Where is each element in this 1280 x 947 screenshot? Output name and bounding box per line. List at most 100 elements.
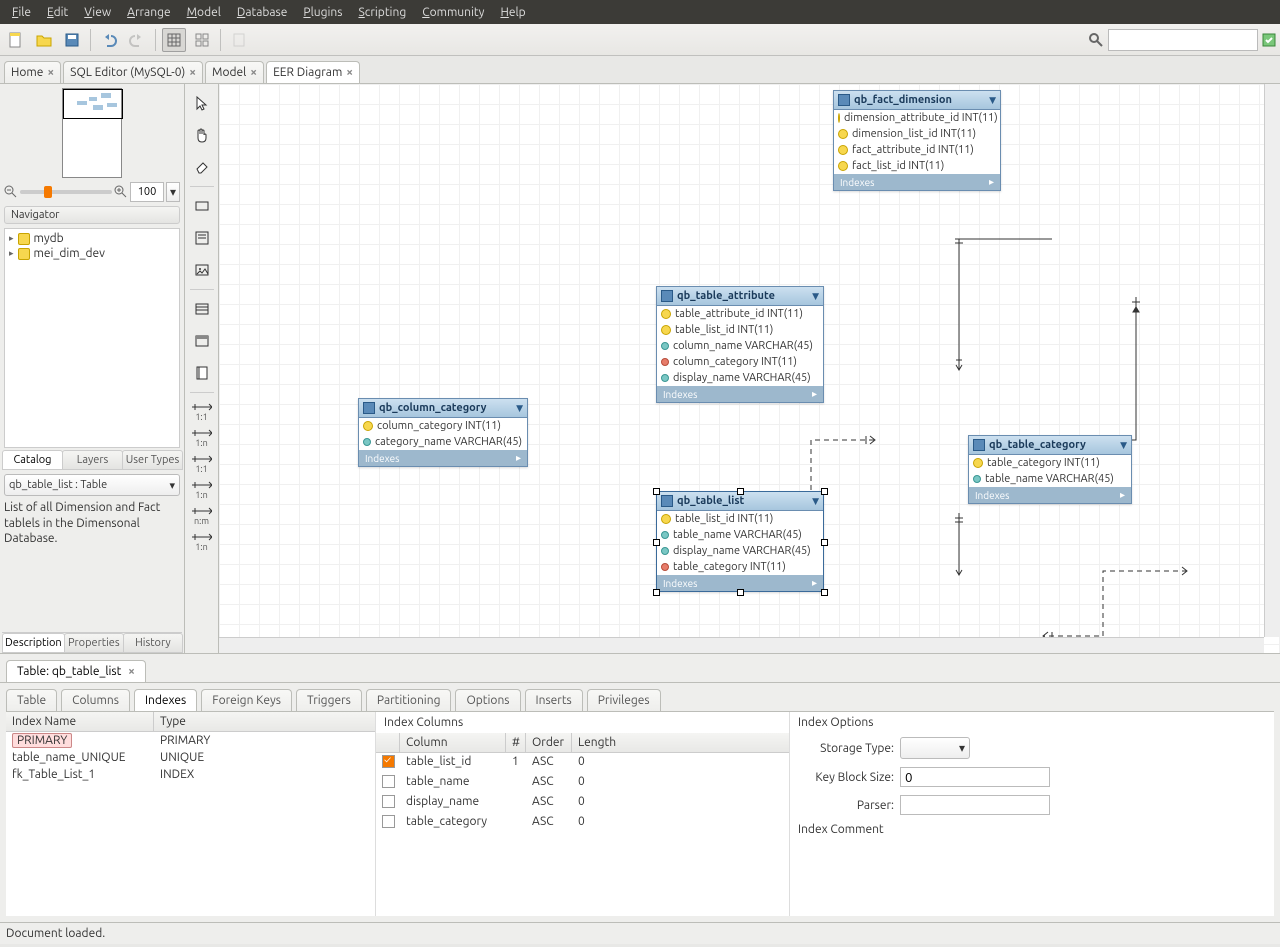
tab[interactable]: Home × xyxy=(4,61,61,83)
menu-help[interactable]: Help xyxy=(492,3,533,22)
entity-header[interactable]: qb_column_category▼ xyxy=(359,399,527,418)
tree-item[interactable]: ▸mydb xyxy=(7,231,177,246)
entity-column[interactable]: column_category INT(11) xyxy=(657,354,823,370)
relation-tool-1-n[interactable]: 1:n xyxy=(189,425,215,451)
panel-subtab[interactable]: Partitioning xyxy=(366,689,452,711)
selection-handle[interactable] xyxy=(653,488,660,495)
entity-qb_column_category[interactable]: qb_column_category▼column_category INT(1… xyxy=(358,398,528,467)
selection-handle[interactable] xyxy=(821,488,828,495)
index-row[interactable]: PRIMARYPRIMARY xyxy=(6,732,375,749)
collapse-icon[interactable]: ▼ xyxy=(989,95,996,106)
side-bottom-tab[interactable]: History xyxy=(123,633,183,653)
checkbox[interactable] xyxy=(382,755,395,768)
selection-handle[interactable] xyxy=(653,539,660,546)
parser-input[interactable] xyxy=(900,795,1050,815)
zoom-input[interactable] xyxy=(130,182,164,202)
entity-column[interactable]: table_list_id INT(11) xyxy=(657,322,823,338)
index-row[interactable]: fk_Table_List_1INDEX xyxy=(6,766,375,783)
selection-handle[interactable] xyxy=(653,589,660,596)
entity-column[interactable]: table_name VARCHAR(45) xyxy=(657,527,823,543)
close-icon[interactable]: × xyxy=(47,66,54,79)
align-button[interactable] xyxy=(190,28,214,52)
entity-column[interactable]: table_attribute_id INT(11) xyxy=(657,306,823,322)
entity-column[interactable]: fact_list_id INT(11) xyxy=(834,158,1000,174)
entity-footer[interactable]: Indexes▸ xyxy=(359,450,527,466)
scrollbar-horizontal[interactable] xyxy=(219,637,1264,653)
panel-subtab[interactable]: Options xyxy=(455,689,520,711)
search-input[interactable] xyxy=(1108,29,1258,51)
eraser-tool[interactable] xyxy=(189,154,215,180)
entity-footer[interactable]: Indexes▸ xyxy=(657,386,823,402)
extra-button[interactable] xyxy=(227,28,251,52)
entity-column[interactable]: table_category INT(11) xyxy=(969,455,1131,471)
selection-handle[interactable] xyxy=(737,488,744,495)
collapse-icon[interactable]: ▼ xyxy=(812,291,819,302)
tab[interactable]: EER Diagram × xyxy=(266,61,360,83)
side-tab[interactable]: User Types xyxy=(122,450,183,470)
menu-arrange[interactable]: Arrange xyxy=(119,3,178,22)
menu-scripting[interactable]: Scripting xyxy=(350,3,414,22)
index-column-row[interactable]: table_categoryASC0 xyxy=(376,813,789,833)
relation-tool-1-1[interactable]: 1:1 xyxy=(189,399,215,425)
checkbox[interactable] xyxy=(382,795,395,808)
entity-footer[interactable]: Indexes▸ xyxy=(969,487,1131,503)
relation-tool-1-n[interactable]: 1:n xyxy=(189,477,215,503)
checkbox[interactable] xyxy=(382,775,395,788)
entity-column[interactable]: display_name VARCHAR(45) xyxy=(657,543,823,559)
storage-type-dropdown[interactable]: ▾ xyxy=(900,737,970,759)
entity-column[interactable]: table_list_id INT(11) xyxy=(657,511,823,527)
grid-toggle-button[interactable] xyxy=(162,28,186,52)
new-file-button[interactable] xyxy=(4,28,28,52)
object-selector[interactable]: qb_table_list : Table ▾ xyxy=(4,474,180,496)
index-row[interactable]: table_name_UNIQUEUNIQUE xyxy=(6,749,375,766)
panel-subtab[interactable]: Table xyxy=(6,689,57,711)
entity-header[interactable]: qb_fact_dimension▼ xyxy=(834,91,1000,110)
entity-header[interactable]: qb_table_attribute▼ xyxy=(657,287,823,306)
zoom-out-icon[interactable] xyxy=(4,185,18,199)
image-tool[interactable] xyxy=(189,257,215,283)
tab[interactable]: SQL Editor (MySQL-0) × xyxy=(63,61,203,83)
checkbox[interactable] xyxy=(382,815,395,828)
panel-subtab[interactable]: Triggers xyxy=(296,689,362,711)
save-button[interactable] xyxy=(60,28,84,52)
relation-tool-n-m[interactable]: n:m xyxy=(189,503,215,529)
index-column-row[interactable]: display_nameASC0 xyxy=(376,793,789,813)
selection-handle[interactable] xyxy=(821,589,828,596)
diagram-canvas[interactable]: qb_column_category▼column_category INT(1… xyxy=(219,84,1280,653)
pointer-tool[interactable] xyxy=(189,90,215,116)
side-bottom-tab[interactable]: Description xyxy=(2,633,65,653)
catalog-tree[interactable]: ▸mydb▸mei_dim_dev xyxy=(4,228,180,448)
menu-view[interactable]: View xyxy=(76,3,119,22)
zoom-slider[interactable] xyxy=(20,190,112,194)
side-tab[interactable]: Layers xyxy=(62,450,123,470)
entity-qb_table_list[interactable]: qb_table_list▼table_list_id INT(11)table… xyxy=(656,491,824,592)
menu-file[interactable]: File xyxy=(4,3,39,22)
close-icon[interactable]: × xyxy=(250,66,257,79)
menu-database[interactable]: Database xyxy=(229,3,296,22)
close-icon[interactable]: × xyxy=(189,66,196,79)
redo-button[interactable] xyxy=(125,28,149,52)
entity-column[interactable]: column_name VARCHAR(45) xyxy=(657,338,823,354)
expand-icon[interactable]: ▸ xyxy=(9,233,14,244)
index-column-row[interactable]: table_nameASC0 xyxy=(376,773,789,793)
entity-qb_fact_dimension[interactable]: qb_fact_dimension▼dimension_attribute_id… xyxy=(833,90,1001,191)
panel-subtab[interactable]: Indexes xyxy=(134,689,197,711)
zoom-dropdown[interactable]: ▾ xyxy=(166,182,180,202)
hand-tool[interactable] xyxy=(189,122,215,148)
entity-header[interactable]: qb_table_category▼ xyxy=(969,436,1131,455)
menu-community[interactable]: Community xyxy=(414,3,492,22)
entity-column[interactable]: dimension_attribute_id INT(11) xyxy=(834,110,1000,126)
relation-tool-1-1[interactable]: 1:1 xyxy=(189,451,215,477)
panel-tab[interactable]: Table: qb_table_list × xyxy=(6,660,146,682)
entity-footer[interactable]: Indexes▸ xyxy=(834,174,1000,190)
menu-plugins[interactable]: Plugins xyxy=(295,3,350,22)
panel-subtab[interactable]: Inserts xyxy=(525,689,583,711)
tab[interactable]: Model × xyxy=(205,61,264,83)
key-block-input[interactable] xyxy=(900,767,1050,787)
entity-column[interactable]: column_category INT(11) xyxy=(359,418,527,434)
expand-icon[interactable]: ▸ xyxy=(9,248,14,259)
tree-item[interactable]: ▸mei_dim_dev xyxy=(7,246,177,261)
collapse-icon[interactable]: ▼ xyxy=(812,496,819,507)
entity-column[interactable]: table_category INT(11) xyxy=(657,559,823,575)
relation-tool-1-n[interactable]: 1:n xyxy=(189,529,215,555)
